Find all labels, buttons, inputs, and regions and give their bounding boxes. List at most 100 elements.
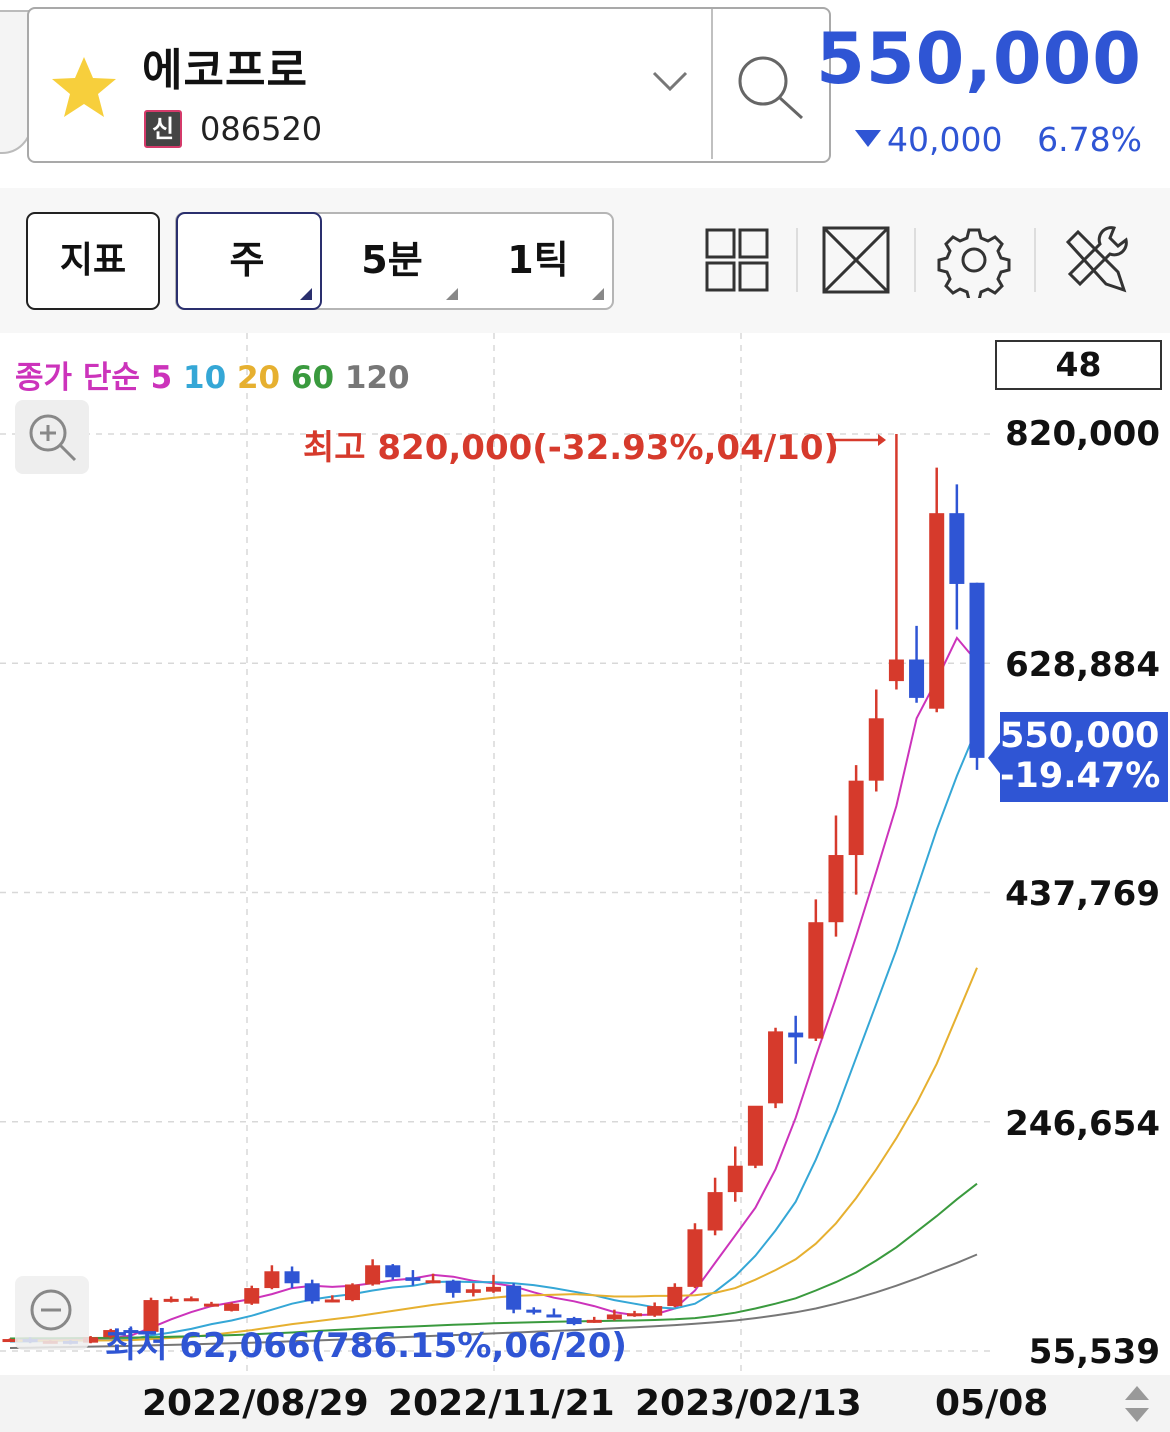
candle-body (808, 922, 824, 1039)
y-tick: 246,654 (1005, 1104, 1160, 1144)
candle-body (224, 1303, 240, 1311)
candle-body (183, 1298, 199, 1302)
dropdown-corner-icon (592, 288, 604, 300)
y-tick: 55,539 (1028, 1332, 1160, 1372)
toolbar-separator (914, 228, 916, 292)
candle-body (788, 1032, 804, 1038)
candle-body (203, 1303, 219, 1307)
candle-body (304, 1283, 320, 1302)
fullscreen-icon[interactable] (818, 222, 894, 298)
last-price-value: 550,000 (1000, 716, 1160, 756)
candle-body (768, 1031, 784, 1104)
candle-body (687, 1229, 703, 1287)
ma-line-120 (9, 1253, 978, 1349)
period-tab-week[interactable]: 주 (229, 238, 265, 282)
indicator-button[interactable]: 지표 (26, 212, 160, 310)
legend-ma-10: 10 (172, 360, 227, 396)
last-price-pct: -19.47% (1000, 756, 1161, 796)
candle-body (727, 1165, 743, 1193)
search-icon[interactable] (734, 52, 806, 124)
stock-name: 에코프로 (142, 45, 308, 96)
candle-body (83, 1337, 99, 1343)
candle-body (707, 1192, 723, 1231)
candle-body (284, 1271, 300, 1284)
y-tick: 628,884 (1005, 645, 1160, 685)
candle-body (365, 1265, 381, 1285)
ma-line-20 (10, 967, 978, 1342)
legend-ma-20: 20 (226, 360, 281, 396)
legend-ma-60: 60 (280, 360, 335, 396)
period-tab-5min[interactable]: 5분 (361, 238, 423, 282)
candle-body (264, 1271, 280, 1289)
candle-body (546, 1314, 562, 1318)
moving-average-legend: 종가 단순 5 10 20 60 120 (15, 352, 410, 397)
legend-prefix: 종가 단순 (15, 360, 140, 396)
scroll-updown-icon[interactable] (1122, 1382, 1152, 1426)
current-price: 550,000 (816, 18, 1142, 100)
price-axis (990, 333, 1170, 1375)
candle-body (647, 1306, 663, 1316)
candle-body (445, 1280, 461, 1293)
candle-body (324, 1299, 340, 1303)
credit-badge: 신 (144, 110, 182, 148)
low-annotation: 최저 62,066(786.15%,06/20) (105, 1326, 627, 1366)
candle-body (586, 1319, 602, 1323)
time-axis (0, 1375, 1170, 1432)
candle-body (344, 1284, 360, 1301)
toolbar-separator (1034, 228, 1036, 292)
tools-icon[interactable] (1058, 222, 1134, 298)
legend-ma-5: 5 (150, 360, 173, 396)
candle-body (909, 659, 925, 698)
candle-body (627, 1313, 643, 1317)
candle-body (506, 1285, 522, 1310)
chevron-down-icon[interactable] (650, 68, 690, 94)
high-arrow-icon (830, 434, 886, 446)
settings-gear-icon[interactable] (936, 222, 1012, 298)
candle-body (888, 659, 904, 682)
chart-area[interactable] (0, 333, 990, 1375)
period-tab-active-frame (176, 212, 322, 310)
zoom-in-button[interactable] (15, 400, 89, 474)
high-annotation: 최고 820,000(-32.93%,04/10) (303, 428, 840, 468)
zoom-in-icon (29, 414, 77, 462)
down-triangle-icon (855, 130, 881, 147)
candle-body (143, 1300, 159, 1332)
candle-body (868, 718, 884, 781)
price-change: 40,000 (887, 120, 1003, 159)
candle-body (163, 1298, 179, 1302)
legend-ma-120: 120 (334, 360, 410, 396)
candle-body (385, 1265, 401, 1278)
candle-body (747, 1105, 763, 1166)
candlestick-chart[interactable] (0, 333, 990, 1375)
dropdown-corner-icon (446, 288, 458, 300)
last-price-tag: 550,000 -19.47% (1000, 712, 1168, 802)
favorite-star-icon[interactable] (50, 55, 118, 119)
candle-body (2, 1339, 18, 1343)
candle-body (465, 1289, 481, 1293)
candle-body (969, 582, 985, 758)
layout-grid-icon[interactable] (702, 222, 778, 298)
x-tick: 2022/08/29 (142, 1383, 369, 1424)
period-tab-1tick[interactable]: 1틱 (507, 238, 569, 282)
y-tick: 820,000 (1005, 414, 1160, 454)
candle-body (103, 1330, 119, 1338)
candle-body (526, 1309, 542, 1313)
last-price-pointer (988, 740, 1002, 776)
dropdown-corner-icon (300, 288, 312, 300)
candle-body (929, 513, 945, 709)
ma-line-60 (9, 1182, 978, 1340)
visible-count[interactable]: 48 (995, 340, 1162, 390)
candle-body (667, 1286, 683, 1307)
candle-body (606, 1314, 622, 1320)
toolbar-separator (796, 228, 798, 292)
stock-code: 086520 (200, 110, 323, 148)
candle-body (123, 1330, 139, 1334)
x-tick: 05/08 (935, 1383, 1049, 1424)
zoom-out-icon (30, 1289, 72, 1331)
candle-body (848, 780, 864, 856)
candle-body (949, 513, 965, 584)
zoom-out-button[interactable] (15, 1276, 89, 1350)
candle-body (486, 1286, 501, 1292)
candle-body (425, 1280, 441, 1284)
candle-body (405, 1277, 421, 1281)
